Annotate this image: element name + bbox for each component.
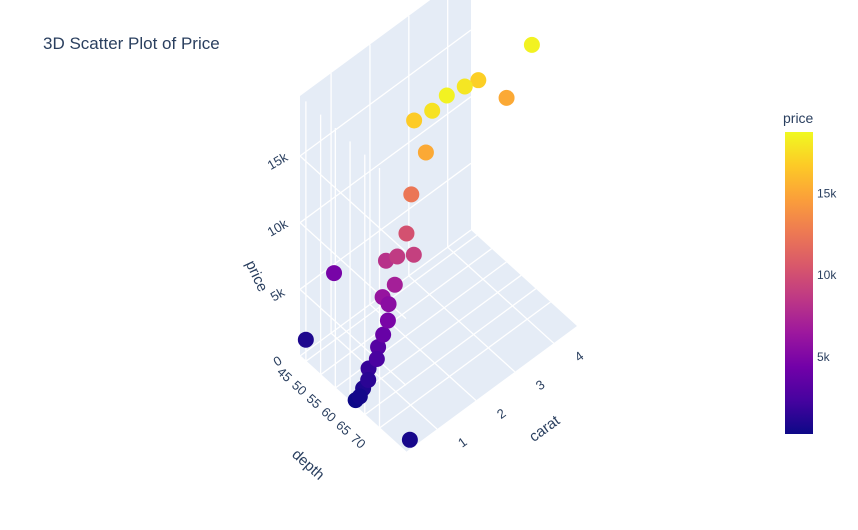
data-point (403, 186, 420, 203)
gridline-carat (408, 275, 516, 373)
gridline-carat (330, 332, 438, 430)
depth-axis-label: depth (288, 446, 327, 484)
carat-tick-label: 3 (533, 377, 548, 393)
carat-tick-label: 2 (494, 405, 509, 421)
data-point (380, 296, 397, 313)
data-point (438, 87, 455, 104)
data-point (370, 339, 387, 356)
gridline-depth (379, 301, 551, 429)
colorbar-tick-label: 10k (817, 268, 837, 282)
data-point (398, 225, 415, 242)
colorbar: 5k 10k 15k (785, 132, 837, 434)
gridline-depth (364, 288, 537, 416)
data-point (386, 276, 403, 293)
gridline-price (299, 29, 472, 157)
depth-tick-label: 65 (333, 417, 354, 438)
depth-tick-label: 70 (348, 431, 369, 452)
gridline-price (299, 288, 407, 386)
data-point (368, 351, 385, 368)
data-points (297, 36, 540, 448)
price-tick-label: 15k (265, 149, 291, 173)
depth-tick-label: 55 (304, 391, 325, 412)
gridline-carat (447, 246, 555, 344)
data-point (360, 371, 377, 388)
gridline-depth (349, 274, 522, 402)
colorbar-tick-label: 5k (817, 350, 831, 364)
data-point (351, 388, 368, 405)
colorbar-title: price (783, 110, 814, 126)
data-point (405, 246, 422, 263)
gridline-depth (320, 248, 492, 376)
data-point (401, 431, 418, 448)
price-axis-label: price (242, 258, 271, 295)
carat-tick-label: 1 (455, 434, 470, 450)
colorbar-gradient (785, 132, 813, 434)
data-point (326, 265, 343, 282)
data-point (379, 312, 396, 329)
gridline-price (299, 155, 407, 253)
data-point (297, 331, 314, 348)
depth-tick-label: 50 (289, 377, 310, 398)
data-point (389, 248, 406, 265)
colorbar-tick-label: 15k (817, 187, 837, 201)
price-tick-label: 10k (265, 216, 291, 240)
data-point (406, 112, 423, 129)
data-point (375, 326, 392, 343)
data-point (523, 36, 540, 53)
carat-axis-label: carat (526, 412, 564, 446)
data-point (498, 89, 515, 106)
data-point (417, 144, 434, 161)
data-point (424, 102, 441, 119)
carat-tick-label: 4 (572, 348, 587, 364)
price-tick-label: 0 (271, 353, 285, 370)
gridline-price (299, 96, 472, 224)
chart-title: 3D Scatter Plot of Price (43, 34, 220, 53)
data-point (470, 72, 487, 89)
depth-tick-label: 60 (318, 404, 339, 425)
data-point (456, 78, 473, 95)
